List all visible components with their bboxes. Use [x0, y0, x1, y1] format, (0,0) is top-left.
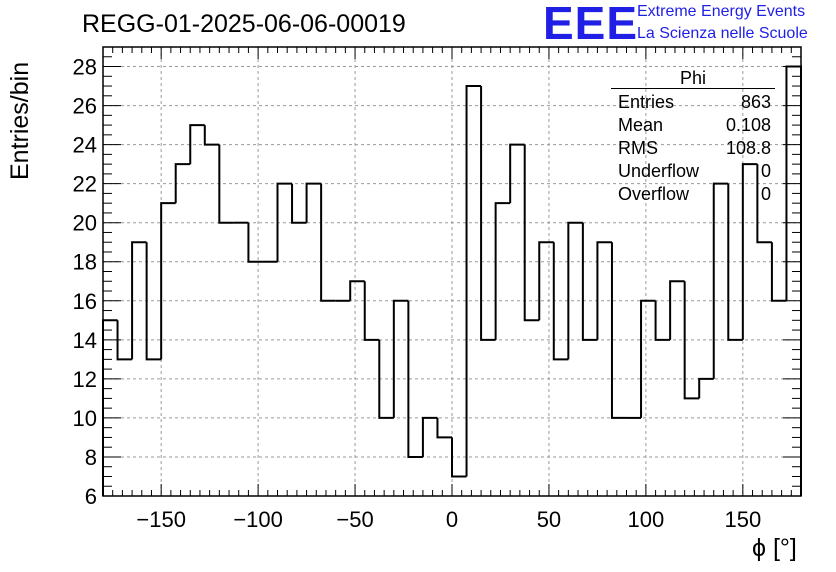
histogram-bin: [436, 417, 452, 439]
x-axis-label: ϕ [°]: [752, 534, 797, 562]
x-tick-label: 150: [724, 507, 761, 532]
histogram-bin: [669, 280, 685, 340]
stats-label: Mean: [618, 115, 664, 135]
histogram-bin: [131, 241, 147, 360]
stats-row-rms: RMS 108.8: [611, 137, 775, 160]
histogram-bin: [392, 299, 409, 418]
histogram-bin: [349, 280, 365, 301]
histogram-bin: [567, 221, 583, 360]
y-tick-label: 10: [73, 406, 97, 431]
histogram-bin: [741, 163, 758, 340]
stats-label: Underflow: [618, 161, 700, 181]
histogram-bin: [247, 222, 263, 263]
histogram-bin: [218, 144, 234, 224]
stats-label: Entries: [618, 92, 675, 112]
histogram-bin: [785, 65, 802, 496]
x-tick-label: 100: [628, 507, 665, 532]
histogram-bin: [610, 242, 627, 419]
histogram-bin: [770, 242, 787, 302]
y-tick-label: 8: [85, 445, 97, 470]
histogram-bin: [174, 163, 191, 204]
x-tick-label: 0: [446, 507, 458, 532]
histogram-bin: [698, 377, 714, 399]
histogram-bin: [640, 299, 656, 418]
y-tick-label: 26: [73, 94, 97, 119]
stats-title: Phi: [611, 68, 775, 89]
histogram-bin: [538, 241, 554, 321]
logo-line-1: Extreme Energy Events: [637, 3, 806, 20]
histogram-bin: [480, 86, 496, 341]
y-tick-label: 22: [73, 172, 97, 197]
stats-label: RMS: [618, 138, 658, 158]
histogram-bin: [756, 164, 772, 244]
histogram-bin: [581, 222, 598, 341]
stats-value: 0.108: [725, 115, 771, 135]
histogram-bin: [727, 183, 743, 341]
y-tick-label: 18: [73, 250, 97, 275]
histogram-bin: [160, 202, 176, 360]
y-tick-label: 16: [73, 289, 97, 314]
histogram-bin: [465, 85, 482, 477]
stats-row-entries: Entries 863: [611, 91, 775, 114]
histogram-bin: [363, 281, 380, 341]
stats-row-overflow: Overflow 0: [611, 183, 775, 206]
histogram-bin: [305, 182, 322, 223]
x-tick-label: −50: [336, 507, 373, 532]
histogram-bin: [523, 144, 540, 322]
y-tick-label: 12: [73, 367, 97, 392]
stats-row-underflow: Underflow 0: [611, 160, 775, 183]
histogram-bin: [378, 339, 394, 419]
histogram-bin: [203, 125, 220, 146]
histogram-bin: [102, 319, 118, 496]
histogram-bin: [421, 416, 438, 457]
histogram-bin: [596, 241, 612, 340]
histogram-bin: [116, 320, 133, 361]
stats-row-mean: Mean 0.108: [611, 114, 775, 137]
eee-logo: EEE: [543, 0, 639, 49]
histogram-bin: [683, 281, 700, 400]
y-tick-label: 14: [73, 328, 97, 353]
histogram-bin: [407, 300, 423, 458]
stats-label: Overflow: [618, 184, 690, 204]
y-axis-label: Entries/bin: [6, 61, 34, 180]
histogram-bin: [291, 183, 307, 224]
x-tick-label: 50: [537, 507, 561, 532]
y-tick-label: 28: [73, 55, 97, 80]
y-tick-label: 20: [73, 211, 97, 236]
stats-value: 0: [760, 184, 771, 204]
histogram-bin: [189, 124, 205, 165]
y-tick-label: 24: [73, 133, 97, 158]
x-tick-label: −150: [136, 507, 186, 532]
stats-box: Phi Entries 863 Mean 0.108 RMS 108.8 Und…: [611, 68, 775, 206]
histogram-bin: [654, 300, 671, 341]
histogram-bin: [276, 182, 293, 262]
logo-line-2: La Scienza nelle Scuole: [637, 25, 808, 42]
stats-value: 863: [740, 92, 771, 112]
histogram-bin: [552, 242, 569, 361]
histogram-bin: [712, 182, 729, 379]
y-tick-label: 6: [85, 484, 97, 509]
x-tick-label: −100: [233, 507, 283, 532]
chart-title: REGG-01-2025-06-06-00019: [82, 10, 406, 38]
histogram-bin: [494, 202, 511, 340]
stats-value: 108.8: [725, 138, 771, 158]
histogram-bin: [451, 437, 467, 478]
histogram-bin: [320, 183, 336, 302]
histogram-bin: [145, 242, 162, 361]
histogram-bin: [509, 143, 525, 204]
stats-value: 0: [760, 161, 771, 181]
